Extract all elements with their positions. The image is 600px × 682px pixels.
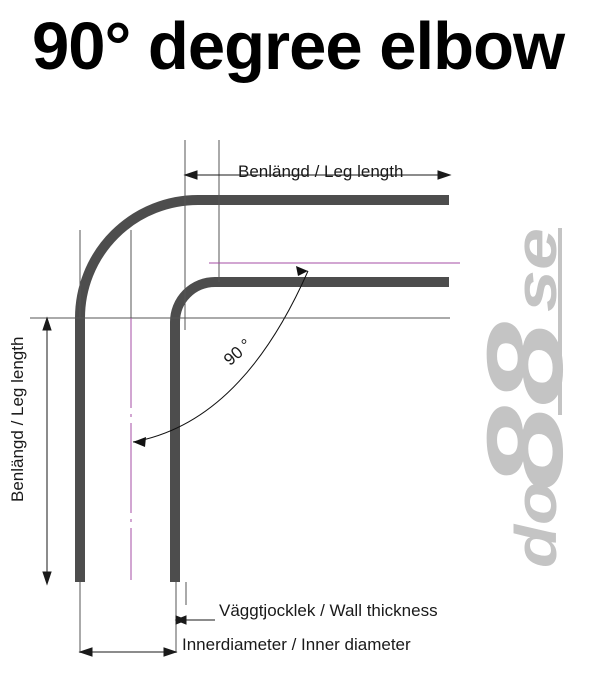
svg-text:do: do <box>504 482 569 568</box>
svg-text:88: 88 <box>464 322 585 490</box>
